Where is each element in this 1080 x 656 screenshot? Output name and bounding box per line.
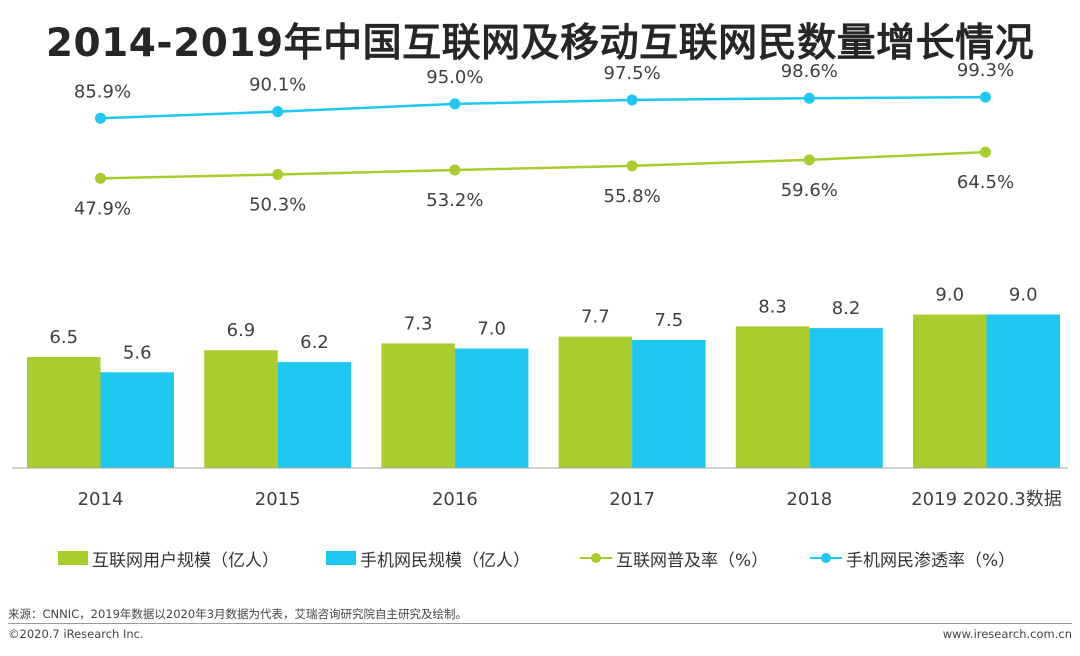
legend-item-mobile-users[interactable]: 手机网民规模（亿人） xyxy=(326,546,530,571)
legend-label-mobile-penetration: 手机网民渗透率（%） xyxy=(846,550,1016,571)
bar-internet-users-2 xyxy=(381,343,455,468)
line-mobile-penetration xyxy=(100,95,986,120)
legend-label-internet-users: 互联网用户规模（亿人） xyxy=(92,550,279,571)
bar-label-internet-users-4: 8.3 xyxy=(758,296,787,317)
line-label-internet-penetration-1: 50.3% xyxy=(249,195,306,216)
line-label-mobile-penetration-2: 95.0% xyxy=(426,67,483,88)
source-note: 来源：CNNIC，2019年数据以2020年3月数据为代表，艾瑞咨询研究院自主研… xyxy=(8,607,468,621)
chart-legend: 互联网用户规模（亿人） 手机网民规模（亿人） 互联网普及率（%） 手机网民渗透率… xyxy=(0,546,1080,571)
bar-mobile-users-2 xyxy=(454,348,529,468)
bar-label-mobile-users-1: 6.2 xyxy=(300,332,329,353)
line-label-mobile-penetration-3: 97.5% xyxy=(604,63,661,84)
point-internet-penetration-0 xyxy=(95,172,106,184)
legend-label-mobile-users: 手机网民规模（亿人） xyxy=(360,550,530,571)
line-label-mobile-penetration-5: 99.3% xyxy=(957,60,1014,81)
point-mobile-penetration-1 xyxy=(272,106,284,118)
point-internet-penetration-4 xyxy=(803,154,815,166)
bar-label-internet-users-1: 6.9 xyxy=(227,320,256,341)
bar-mobile-users-3 xyxy=(632,340,706,468)
legend-swatch-mobile-users xyxy=(326,551,356,565)
x-tick-label-3: 2017 xyxy=(609,489,655,510)
bar-label-mobile-users-3: 7.5 xyxy=(655,310,684,331)
point-internet-penetration-2 xyxy=(449,164,461,176)
bar-mobile-users-0 xyxy=(100,372,174,468)
bar-mobile-users-1 xyxy=(277,362,352,468)
bar-internet-users-1 xyxy=(204,350,278,468)
line-label-mobile-penetration-1: 90.1% xyxy=(249,75,306,96)
footer-divider xyxy=(8,623,1072,624)
line-label-internet-penetration-3: 55.8% xyxy=(604,186,661,207)
line-label-mobile-penetration-0: 85.9% xyxy=(74,81,131,102)
website-link[interactable]: www.iresearch.com.cn xyxy=(942,627,1072,641)
legend-label-internet-penetration: 互联网普及率（%） xyxy=(616,550,769,571)
bar-mobile-users-5 xyxy=(986,314,1060,468)
bar-label-internet-users-2: 7.3 xyxy=(404,313,433,334)
x-tick-label-2: 2016 xyxy=(432,489,478,510)
line-internet-penetration xyxy=(100,150,986,180)
x-tick-label-1: 2015 xyxy=(255,489,301,510)
bar-label-internet-users-5: 9.0 xyxy=(935,285,964,306)
point-mobile-penetration-3 xyxy=(626,94,638,106)
legend-item-internet-penetration[interactable]: 互联网普及率（%） xyxy=(580,546,769,571)
bar-label-mobile-users-5: 9.0 xyxy=(1009,285,1038,306)
chart-title: 2014-2019年中国互联网及移动互联网民数量增长情况 xyxy=(45,21,1035,66)
bar-internet-users-0 xyxy=(27,357,101,468)
chart-area: 6.5 5.6 2014 6.9 6.2 2015 7.3 7.0 2016 7.7 7.5 2017… xyxy=(12,60,1068,510)
bar-label-mobile-users-4: 8.2 xyxy=(832,298,861,319)
bar-label-mobile-users-2: 7.0 xyxy=(477,319,506,340)
legend-item-mobile-penetration[interactable]: 手机网民渗透率（%） xyxy=(810,546,1016,571)
line-label-internet-penetration-2: 53.2% xyxy=(426,190,483,211)
bar-label-internet-users-3: 7.7 xyxy=(581,307,610,328)
line-label-mobile-penetration-4: 98.6% xyxy=(781,61,838,82)
point-mobile-penetration-0 xyxy=(95,112,106,124)
legend-swatch-internet-penetration xyxy=(580,551,612,565)
point-internet-penetration-1 xyxy=(272,169,284,181)
x-tick-label-5: 2019 2020.3数据 xyxy=(911,489,1062,510)
bar-mobile-users-4 xyxy=(809,328,883,468)
line-label-internet-penetration-5: 64.5% xyxy=(957,172,1014,193)
point-mobile-penetration-4 xyxy=(803,92,815,104)
point-internet-penetration-3 xyxy=(626,160,638,172)
x-tick-label-4: 2018 xyxy=(786,489,832,510)
point-mobile-penetration-5 xyxy=(980,91,991,103)
bar-internet-users-3 xyxy=(558,336,633,468)
bar-internet-users-5 xyxy=(913,314,987,468)
bar-internet-users-4 xyxy=(735,326,810,468)
point-internet-penetration-5 xyxy=(980,146,991,158)
bar-label-internet-users-0: 6.5 xyxy=(49,327,78,348)
legend-swatch-internet-users xyxy=(58,551,88,565)
copyright-text: ©2020.7 iResearch Inc. xyxy=(8,627,144,641)
line-label-internet-penetration-0: 47.9% xyxy=(74,198,131,219)
legend-item-internet-users[interactable]: 互联网用户规模（亿人） xyxy=(58,546,279,571)
x-tick-label-0: 2014 xyxy=(78,489,124,510)
line-label-internet-penetration-4: 59.6% xyxy=(781,180,838,201)
point-mobile-penetration-2 xyxy=(449,98,461,110)
bar-label-mobile-users-0: 5.6 xyxy=(123,342,152,363)
legend-swatch-mobile-penetration xyxy=(810,551,842,565)
